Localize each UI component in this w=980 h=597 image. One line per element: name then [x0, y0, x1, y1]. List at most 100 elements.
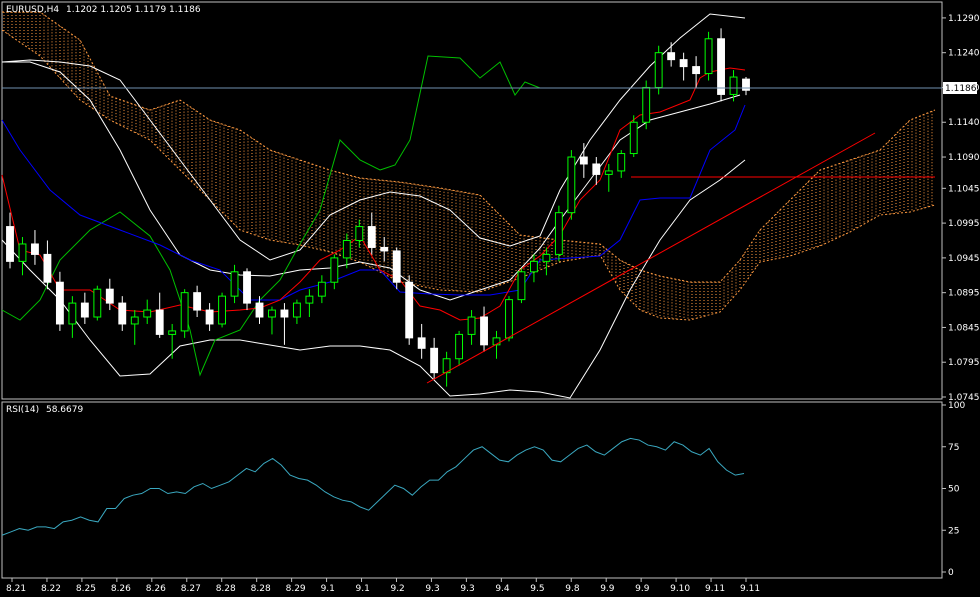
symbol-title: EURUSD,H4	[6, 5, 59, 15]
price-tick-label: 1.1090	[948, 153, 980, 163]
candle	[155, 292, 164, 338]
rsi-tick-label: 0	[948, 568, 954, 578]
candle	[392, 247, 401, 290]
candle	[380, 237, 389, 262]
candle	[118, 296, 127, 331]
price-tick-label: 1.1140	[948, 118, 980, 128]
candle	[292, 299, 301, 324]
bollinger-bands	[1, 13, 746, 399]
chart-title: EURUSD,H4 1.1202 1.1205 1.1179 1.1186	[6, 5, 201, 15]
candle	[342, 233, 351, 269]
candle	[255, 296, 264, 324]
candle	[542, 247, 551, 276]
kijun-sen	[1, 104, 746, 301]
rsi-tick-label: 100	[948, 401, 965, 411]
candle	[704, 31, 713, 81]
price-tick-label: 1.1240	[948, 49, 980, 59]
candle	[68, 296, 77, 338]
price-tick-label: 1.0745	[948, 393, 980, 403]
bollinger-upper	[2, 61, 741, 301]
candle	[243, 268, 251, 311]
rsi-polyline	[1, 437, 745, 536]
candles	[6, 28, 750, 387]
candle	[417, 323, 426, 359]
time-tick-label: 9.3	[425, 584, 439, 594]
kijun-line	[1, 104, 746, 301]
time-tick-label: 9.9	[635, 584, 650, 594]
tenkan-sen	[1, 67, 746, 321]
candle	[193, 285, 202, 318]
kumo-span-b	[1, 29, 936, 321]
rsi-tick-label: 75	[948, 443, 959, 453]
candle	[93, 285, 102, 321]
current-price-box	[943, 82, 977, 94]
time-tick-label: 8.26	[111, 584, 131, 594]
candle	[430, 337, 439, 380]
candle	[280, 303, 289, 345]
time-tick-label: 9.1	[321, 584, 335, 594]
candle	[455, 330, 464, 366]
chikou-span	[1, 55, 541, 377]
candle	[492, 330, 501, 359]
candle	[168, 323, 177, 359]
time-tick-label: 9.10	[670, 584, 690, 594]
time-tick-label: 8.26	[146, 584, 166, 594]
time-axis: 8.21 8.22 8.25 8.26 8.26 8.27 8.28 8.28 8.29 9.1 9…	[6, 578, 760, 594]
candle	[230, 264, 239, 304]
candle	[592, 157, 601, 185]
ohlc-readout: 1.1202 1.1205 1.1179 1.1186	[66, 5, 201, 15]
price-tick-label: 1.1290	[948, 14, 980, 24]
rsi-title: RSI(14)	[6, 405, 39, 415]
time-tick-label: 8.25	[76, 584, 96, 594]
candle	[218, 292, 226, 328]
candle	[679, 52, 688, 81]
rsi-axis: 100 75 50 25 0	[942, 401, 965, 578]
candle	[330, 254, 339, 290]
time-tick-label: 9.11	[705, 584, 725, 594]
candle	[729, 70, 738, 102]
price-panel-frame	[1, 1, 943, 400]
candle	[317, 275, 326, 304]
candle	[604, 163, 613, 192]
ichimoku-cloud	[1, 11, 936, 321]
current-price-label: 1.1186	[945, 84, 977, 94]
rsi-line	[1, 437, 745, 536]
candle	[717, 28, 725, 102]
candle	[130, 310, 139, 345]
time-tick-label: 9.3	[460, 584, 474, 594]
candle	[480, 306, 488, 352]
bollinger-upper2	[1, 13, 746, 261]
candle	[579, 143, 588, 178]
candle	[43, 240, 52, 290]
time-tick-label: 8.28	[216, 584, 236, 594]
tenkan-line	[1, 67, 746, 321]
price-tick-label: 1.0845	[948, 323, 980, 333]
price-tick-label: 1.0895	[948, 289, 980, 299]
candle	[55, 271, 64, 331]
candle	[505, 296, 513, 342]
time-tick-label: 8.27	[181, 584, 201, 594]
candle	[367, 212, 376, 255]
time-tick-label: 9.9	[600, 584, 615, 594]
candle	[554, 205, 563, 262]
candle	[667, 42, 676, 67]
candle	[617, 150, 626, 178]
time-tick-label: 8.22	[41, 584, 61, 594]
price-tick-label: 1.1045	[948, 184, 980, 194]
price-axis: 1.12901.12401.11901.11401.10901.10451.09…	[942, 14, 980, 403]
price-tick-label: 1.0995	[948, 219, 980, 229]
candle	[642, 80, 651, 130]
chikou-line	[1, 55, 541, 377]
candle	[6, 212, 14, 269]
trendline[interactable]	[426, 132, 876, 384]
candle	[205, 303, 214, 331]
candle	[105, 278, 114, 311]
candle	[629, 115, 638, 158]
time-tick-label: 9.11	[740, 584, 760, 594]
candle	[467, 310, 476, 345]
candle	[517, 268, 526, 304]
time-tick-label: 8.21	[6, 584, 26, 594]
rsi-panel-frame	[1, 401, 943, 579]
